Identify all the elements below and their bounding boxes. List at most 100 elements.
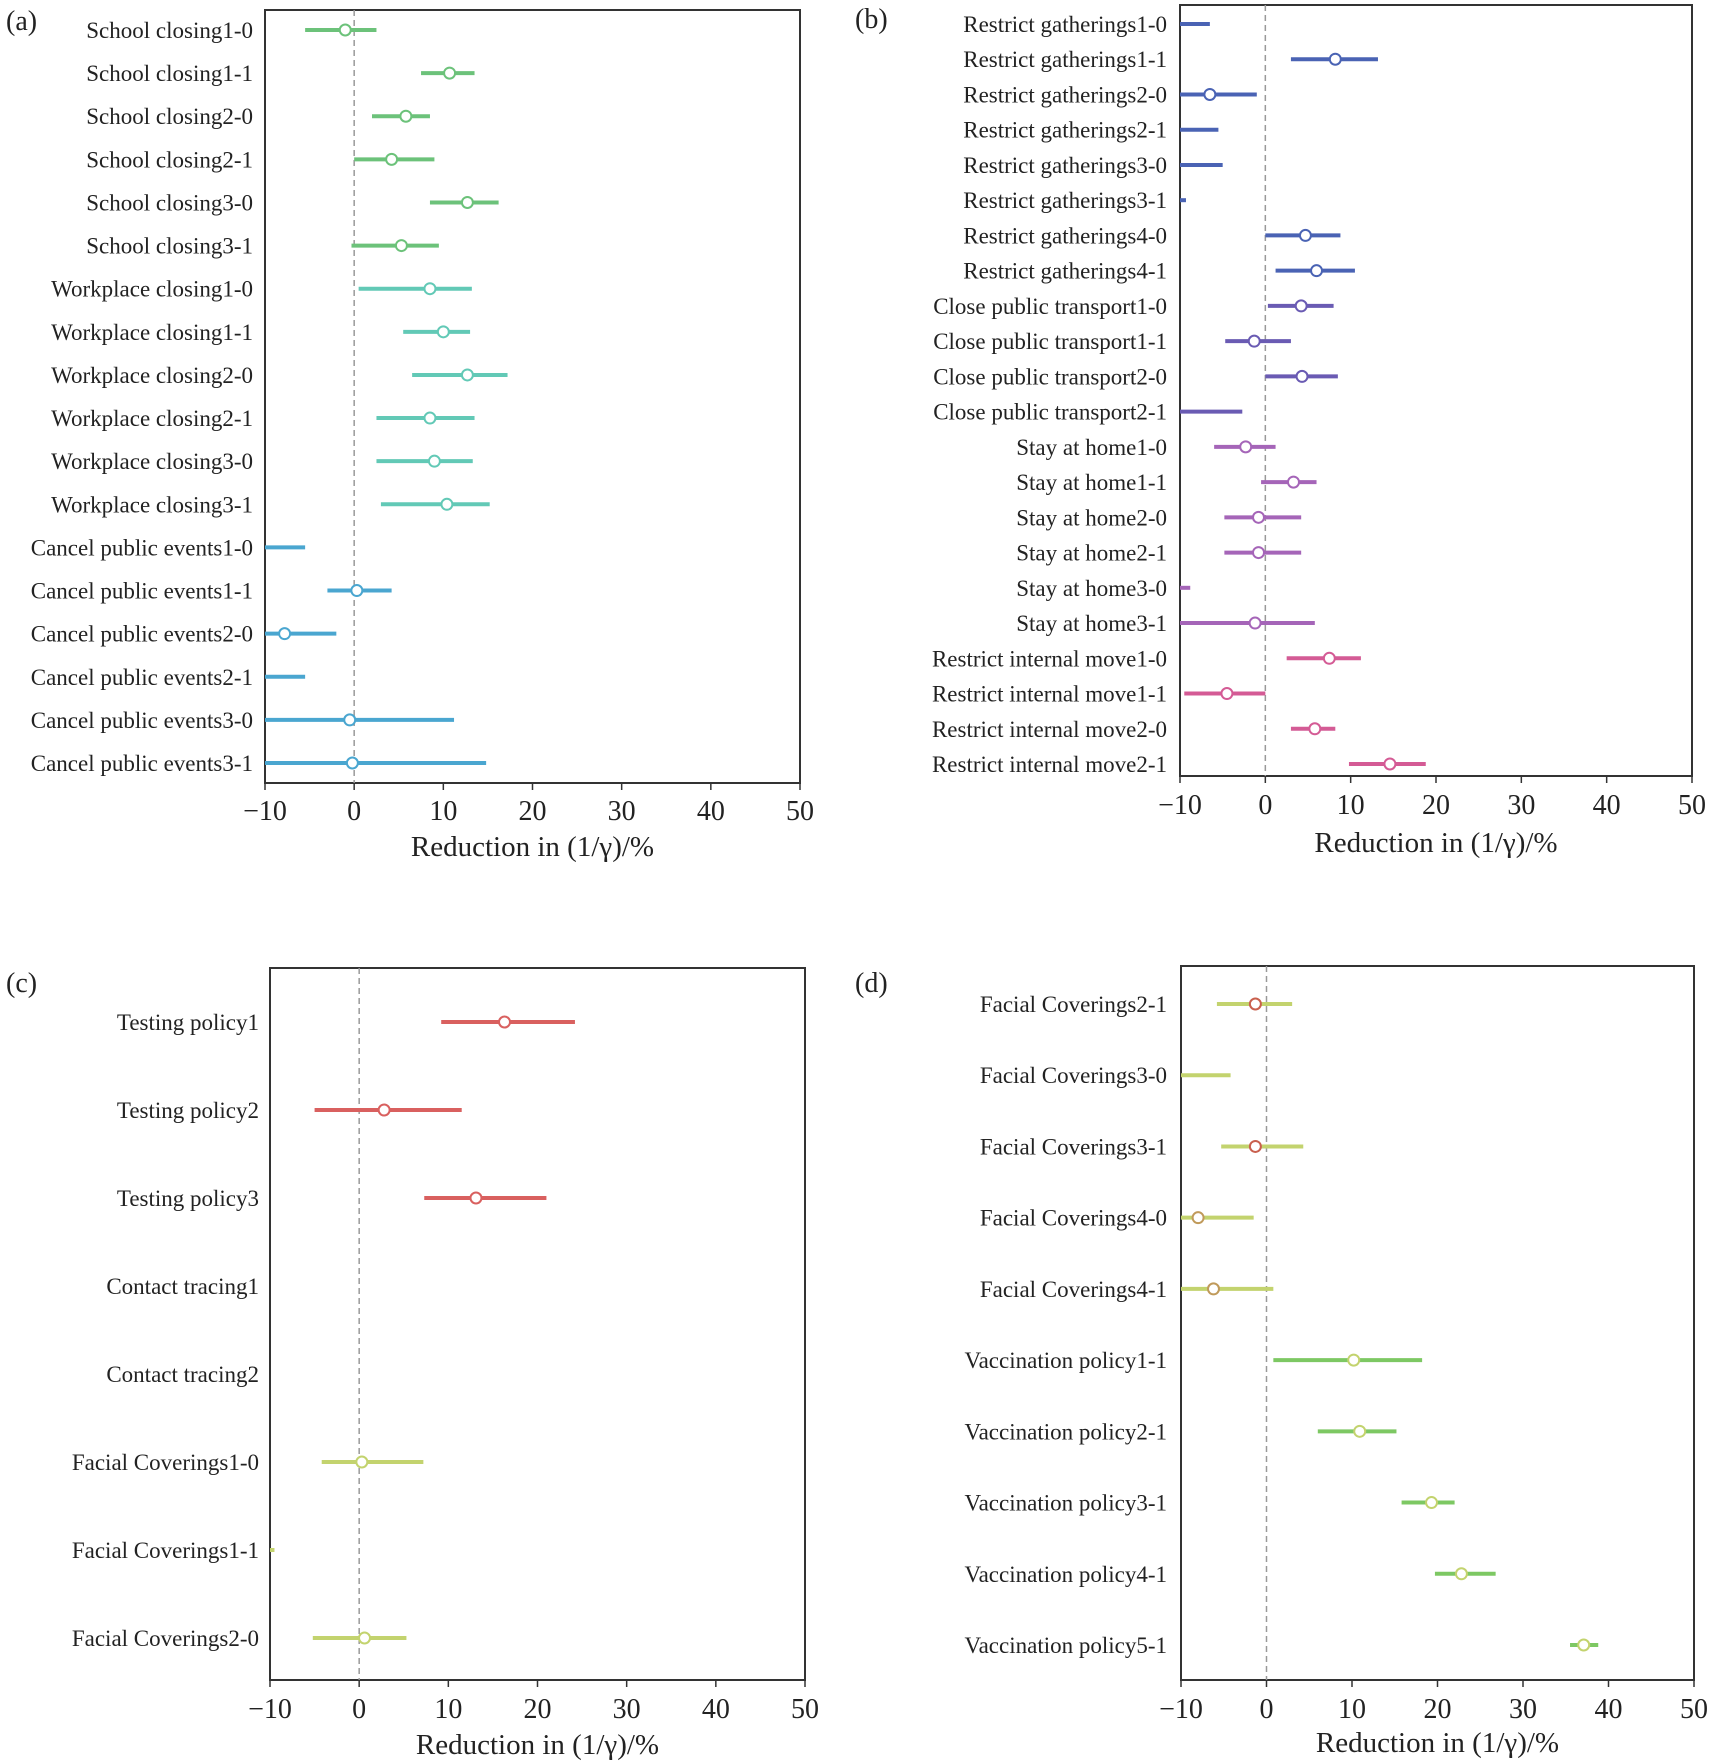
point-estimate-marker — [1298, 228, 1312, 242]
category-label: Stay at home1-0 — [1016, 435, 1167, 460]
point-estimate-marker — [1322, 651, 1336, 665]
category-label: Workplace closing3-0 — [51, 449, 253, 474]
category-label: Restrict gatherings2-1 — [963, 118, 1167, 143]
data-row: School closing1-0 — [86, 18, 377, 43]
data-row: Contact tracing1 — [106, 1274, 259, 1299]
point-estimate-marker — [1248, 616, 1262, 630]
data-row: Facial Coverings4-0 — [980, 1206, 1254, 1231]
point-estimate-marker — [358, 1631, 372, 1645]
category-label: Close public transport2-1 — [933, 400, 1167, 425]
point-estimate-marker — [436, 325, 450, 339]
data-row: Cancel public events3-1 — [31, 751, 487, 776]
point-estimate-marker — [278, 627, 292, 641]
x-tick-label: 40 — [1593, 790, 1621, 821]
category-label: Workplace closing1-0 — [51, 277, 253, 302]
category-label: Vaccination policy4-1 — [965, 1562, 1167, 1587]
point-estimate-marker — [338, 23, 352, 37]
point-estimate-marker — [427, 454, 441, 468]
point-estimate-marker — [1252, 510, 1266, 524]
category-label: Contact tracing2 — [106, 1362, 259, 1387]
point-estimate-marker — [1454, 1567, 1468, 1581]
data-row: Vaccination policy4-1 — [965, 1562, 1496, 1587]
category-label: School closing1-0 — [86, 18, 253, 43]
category-label: Testing policy3 — [117, 1186, 259, 1211]
data-row: Workplace closing3-0 — [51, 449, 473, 474]
point-estimate-marker — [1206, 1282, 1220, 1296]
x-tick-label: 40 — [697, 796, 725, 827]
category-label: Testing policy1 — [117, 1010, 259, 1035]
point-estimate-marker — [1383, 757, 1397, 771]
data-row: Restrict internal move1-1 — [932, 682, 1266, 707]
category-label: Facial Coverings3-1 — [980, 1134, 1167, 1159]
category-label: Stay at home1-1 — [1016, 470, 1167, 495]
x-tick-label: −10 — [1159, 1694, 1203, 1725]
category-label: Stay at home3-1 — [1016, 611, 1167, 636]
category-label: Restrict internal move2-1 — [932, 752, 1167, 777]
category-label: Facial Coverings1-0 — [72, 1450, 259, 1475]
category-label: Restrict gatherings4-1 — [963, 259, 1167, 284]
data-row: Facial Coverings2-1 — [980, 992, 1293, 1017]
category-label: Close public transport1-0 — [933, 294, 1167, 319]
x-tick-label: 30 — [1509, 1694, 1537, 1725]
data-row: Workplace closing2-0 — [51, 363, 508, 388]
category-label: Restrict gatherings4-0 — [963, 223, 1167, 248]
x-tick-label: −10 — [1158, 790, 1202, 821]
point-estimate-marker — [350, 584, 364, 598]
data-row: Close public transport2-1 — [933, 400, 1243, 425]
data-row: Workplace closing1-1 — [51, 320, 471, 345]
data-row: Restrict internal move2-1 — [932, 752, 1426, 777]
plot-frame — [264, 9, 801, 784]
category-label: Cancel public events1-0 — [31, 535, 253, 560]
point-estimate-marker — [1203, 87, 1217, 101]
x-axis-title: Reduction in (1/γ)/% — [411, 831, 654, 863]
point-estimate-marker — [1347, 1353, 1361, 1367]
category-label: Vaccination policy3-1 — [965, 1491, 1167, 1516]
category-label: Cancel public events2-1 — [31, 665, 253, 690]
x-tick-label: 50 — [1678, 790, 1706, 821]
data-row: Stay at home1-1 — [1016, 470, 1317, 495]
category-label: Restrict gatherings1-1 — [963, 47, 1167, 72]
category-label: Restrict internal move2-0 — [932, 717, 1167, 742]
data-row: School closing2-1 — [86, 147, 435, 172]
data-row: Testing policy3 — [117, 1186, 547, 1211]
category-label: Close public transport2-0 — [933, 364, 1167, 389]
panel-3: (d) −10 0 10 20 30 40 50 Reduction in (1/γ)/% Fac… — [855, 965, 1708, 1759]
category-label: Cancel public events1-1 — [31, 579, 253, 604]
category-label: Vaccination policy5-1 — [965, 1633, 1167, 1658]
plot-frame — [1179, 4, 1693, 777]
point-estimate-marker — [423, 411, 437, 425]
point-estimate-marker — [1248, 1139, 1262, 1153]
point-estimate-marker — [460, 368, 474, 382]
data-row: Facial Coverings4-1 — [980, 1277, 1274, 1302]
point-estimate-marker — [1353, 1424, 1367, 1438]
category-label: Restrict internal move1-1 — [932, 682, 1167, 707]
point-estimate-marker — [377, 1103, 391, 1117]
category-label: Facial Coverings3-0 — [980, 1063, 1167, 1088]
x-tick-label: 50 — [791, 1694, 819, 1725]
data-row: Close public transport2-0 — [933, 364, 1338, 389]
x-tick-label: 0 — [1260, 1694, 1274, 1725]
x-tick-label: 50 — [1680, 1694, 1708, 1725]
category-label: Facial Coverings2-1 — [980, 992, 1167, 1017]
data-row: Restrict gatherings4-0 — [963, 223, 1341, 248]
category-label: Cancel public events3-0 — [31, 708, 253, 733]
data-row: Close public transport1-0 — [933, 294, 1334, 319]
data-row: Vaccination policy1-1 — [965, 1348, 1423, 1373]
x-tick-label: 0 — [347, 796, 361, 827]
data-row: Restrict internal move2-0 — [932, 717, 1336, 742]
point-estimate-marker — [460, 195, 474, 209]
panel-letter: (b) — [855, 4, 888, 35]
data-row: Cancel public events2-1 — [31, 665, 306, 690]
category-label: Stay at home3-0 — [1016, 576, 1167, 601]
point-estimate-marker — [423, 282, 437, 296]
data-row: Restrict gatherings4-1 — [963, 259, 1355, 284]
point-estimate-marker — [355, 1455, 369, 1469]
data-row: Facial Coverings1-0 — [72, 1450, 424, 1475]
data-row: Facial Coverings1-1 — [72, 1538, 275, 1563]
panel-letter: (a) — [6, 6, 37, 37]
category-label: Restrict gatherings3-0 — [963, 153, 1167, 178]
category-label: Cancel public events3-1 — [31, 751, 253, 776]
data-row: School closing1-1 — [86, 61, 475, 86]
category-label: Restrict gatherings2-0 — [963, 82, 1167, 107]
